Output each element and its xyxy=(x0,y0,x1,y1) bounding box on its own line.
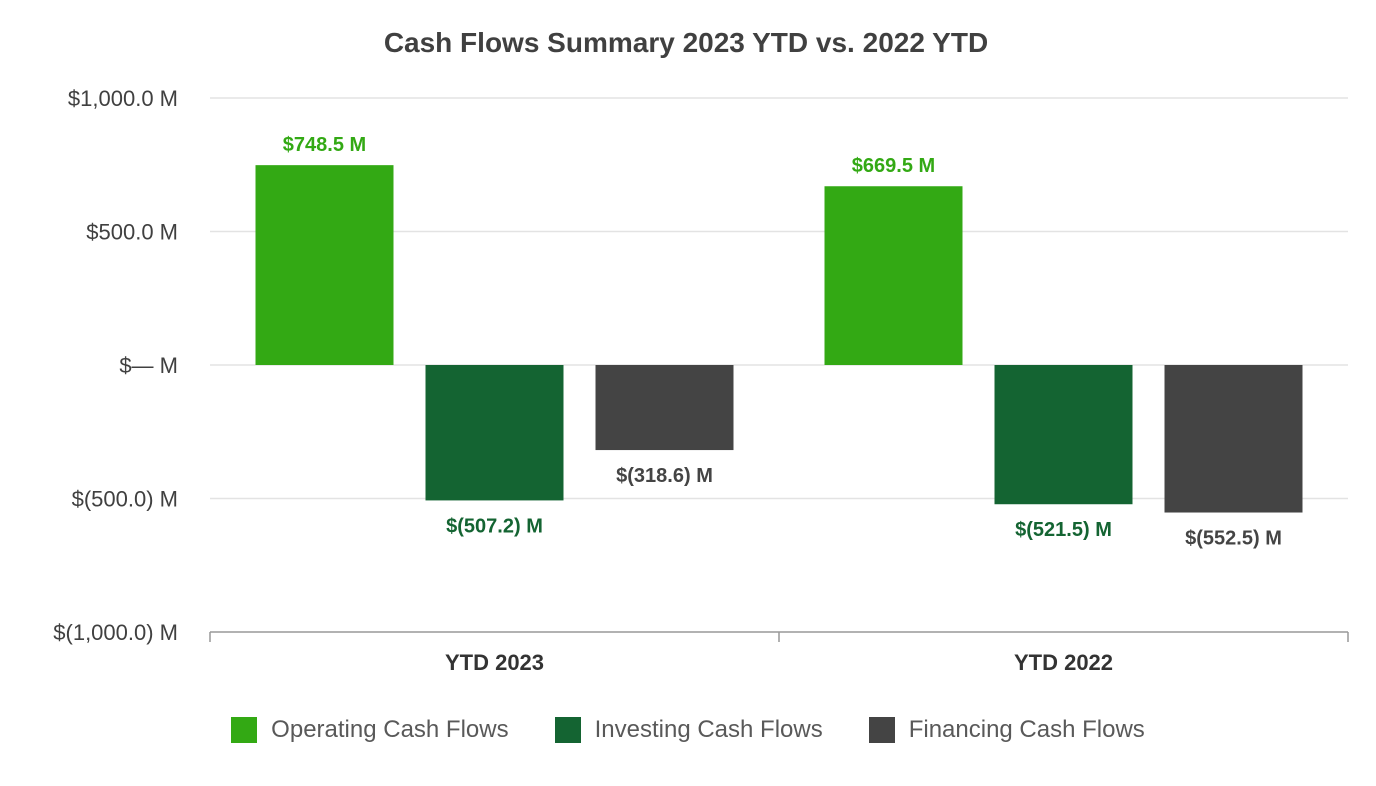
legend-label: Investing Cash Flows xyxy=(594,716,823,743)
legend-item: Investing Cash Flows xyxy=(554,716,823,744)
legend-item: Operating Cash Flows xyxy=(231,716,509,744)
x-axis: YTD 2023 YTD 2022 xyxy=(209,631,1349,675)
bar xyxy=(595,365,734,451)
y-tick-label: $(500.0) M xyxy=(72,487,178,512)
bar xyxy=(425,365,564,501)
data-label: $748.5 M xyxy=(283,134,366,156)
legend-label: Operating Cash Flows xyxy=(271,716,509,743)
data-label: $(521.5) M xyxy=(1015,519,1112,541)
y-tick-label: $(1,000.0) M xyxy=(53,620,178,645)
data-label: $(552.5) M xyxy=(1185,528,1282,550)
y-axis-ticks: $1,000.0 M $500.0 M $— M $(500.0) M $(1,000.… xyxy=(53,86,178,645)
chart-legend: Operating Cash Flows Investing Cash Flows… xyxy=(0,708,1376,752)
y-tick-label: $500.0 M xyxy=(86,220,178,245)
bar xyxy=(994,365,1133,505)
chart-title: Cash Flows Summary 2023 YTD vs. 2022 YTD xyxy=(384,27,988,58)
bar xyxy=(1164,365,1303,513)
x-tick-label: YTD 2023 xyxy=(445,650,544,675)
bars xyxy=(255,165,1303,513)
y-tick-label: $1,000.0 M xyxy=(68,86,178,111)
legend-label: Financing Cash Flows xyxy=(908,716,1145,743)
legend-swatch xyxy=(554,717,581,743)
x-tick-label: YTD 2022 xyxy=(1014,650,1113,675)
legend-swatch xyxy=(231,717,258,743)
data-label: $(318.6) M xyxy=(616,465,713,487)
y-tick-label: $— M xyxy=(119,353,178,378)
legend-swatch xyxy=(868,717,895,743)
legend-item: Financing Cash Flows xyxy=(868,716,1145,744)
bar xyxy=(824,186,963,365)
data-labels: $748.5 M $669.5 M $(507.2) M $(521.5) M $(31… xyxy=(283,134,1282,549)
grid-lines xyxy=(210,97,1348,500)
data-label: $(507.2) M xyxy=(446,515,543,537)
cash-flows-chart: Cash Flows Summary 2023 YTD vs. 2022 YTD… xyxy=(53,27,1349,675)
data-label: $669.5 M xyxy=(852,155,935,177)
bar xyxy=(255,165,394,365)
